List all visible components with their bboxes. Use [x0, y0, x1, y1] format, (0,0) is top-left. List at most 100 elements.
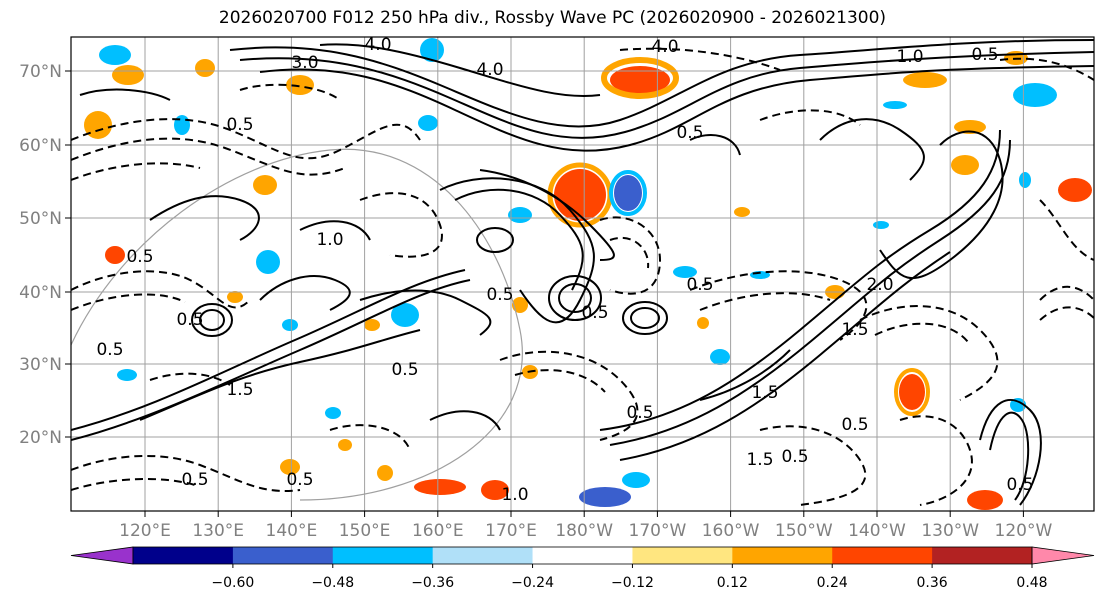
contour-label: 2.0: [866, 275, 893, 295]
shade-negative: [391, 303, 419, 327]
colorbar-segment: [732, 547, 833, 564]
contour-label: 4.0: [364, 35, 391, 55]
shade-positive: [951, 155, 979, 175]
contour-solid: [989, 411, 1030, 501]
contour-label: 0.5: [286, 470, 313, 490]
contour-dashed: [499, 350, 639, 441]
shade-positive: [903, 72, 947, 88]
shade-positive: [84, 111, 112, 139]
contour-dashed: [359, 192, 443, 258]
shade-positive: [954, 120, 986, 134]
lon-tick-label: 130°W: [921, 521, 979, 541]
shade-positive: [601, 57, 679, 99]
shade-positive: [112, 65, 144, 85]
contour-label: 0.5: [841, 415, 868, 435]
contour-label: 3.0: [291, 53, 318, 73]
lon-tick-label: 150°W: [775, 521, 833, 541]
contour-solid: [558, 283, 592, 313]
shade-negative: [1013, 83, 1057, 107]
colorbar-tick-label: −0.36: [411, 575, 454, 591]
colorbar-segment: [133, 547, 234, 564]
contour-solid: [689, 134, 741, 156]
shade-negative: [99, 45, 131, 65]
contour-dashed: [689, 270, 868, 341]
shade-positive: [227, 291, 243, 303]
shade-negative: [117, 369, 137, 381]
projection-arc: [71, 148, 523, 501]
shade-negative: [622, 472, 650, 488]
colorbar-tick-label: −0.24: [511, 575, 554, 591]
lon-tick-label: 170°W: [629, 521, 687, 541]
map-background: [71, 37, 1094, 511]
contour-dashed: [71, 270, 251, 309]
contour-lines: [71, 39, 1094, 506]
lat-tick-label: 50°N: [19, 209, 62, 229]
colorbar-tick-label: 0.36: [917, 575, 948, 591]
contour-label: 1.0: [316, 230, 343, 250]
colorbar-tick-label: −0.60: [211, 575, 254, 591]
colorbar: −0.60 −0.48 −0.36 −0.24 −0.12 0.12 0.24 0.36 0.4…: [70, 546, 1095, 591]
contour-dashed: [71, 118, 421, 160]
contour-solid: [609, 139, 1011, 446]
contour-dashed: [609, 237, 650, 269]
figure-title: 2026020700 F012 250 hPa div., Rossby Wav…: [218, 8, 887, 28]
shade-negative: [883, 101, 907, 109]
contour-label: 1.0: [501, 485, 528, 505]
contour-solid: [599, 129, 1001, 431]
contour-solid: [622, 301, 668, 335]
contour-solid: [699, 349, 791, 401]
lat-tick-label: 60°N: [19, 136, 62, 156]
contour-dashed: [1039, 285, 1094, 301]
lon-tick-label: 120°W: [995, 521, 1053, 541]
colorbar-tick-label: −0.48: [311, 575, 354, 591]
contour-dashed: [999, 57, 1094, 81]
contour-label: 1.0: [896, 47, 923, 67]
contour-label: 0.5: [181, 470, 208, 490]
contour-solid: [149, 195, 260, 241]
contour-dashed: [699, 292, 831, 311]
contour-dashed: [899, 415, 973, 506]
lon-tick-label: 140°W: [848, 521, 906, 541]
contour-solid: [191, 303, 233, 337]
contour-label: 1.5: [751, 383, 778, 403]
lon-tick-label: 160°E: [412, 521, 464, 541]
shade-negative: [710, 349, 730, 365]
contour-dashed: [619, 47, 781, 71]
contour-solid: [630, 307, 660, 329]
contour-solid: [79, 88, 171, 101]
lon-tick-label: 180°W: [555, 521, 613, 541]
contour-solid: [619, 251, 951, 461]
contour-label: 0.5: [686, 275, 713, 295]
lon-tick-label: 130°E: [192, 521, 244, 541]
contour-label: 0.5: [226, 115, 253, 135]
contour-labels: 4.0 3.0 4.0 4.0 1.0 0.5 1.0 0.5 0.5 0.5 1.5 0.5 0.5 0…: [96, 35, 1033, 505]
shade-positive: [286, 75, 314, 95]
contour-label: 0.5: [626, 403, 653, 423]
contour-solid: [299, 220, 371, 241]
lat-tick-label: 20°N: [19, 428, 62, 448]
colorbar-segment: [932, 547, 1033, 564]
shade-negative: [256, 250, 280, 274]
shade-positive: [481, 480, 509, 500]
shade-negative: [673, 266, 697, 278]
contour-solid: [199, 309, 225, 331]
contour-solid: [439, 177, 595, 324]
shade-positive: [894, 368, 930, 416]
contour-label: 1.5: [841, 320, 868, 340]
colorbar-segment: [432, 547, 534, 564]
colorbar-frame: [132, 546, 1033, 565]
contour-solid: [239, 51, 1094, 139]
shade-negative: [325, 407, 341, 419]
shade-negative: [282, 319, 298, 331]
contour-label: 4.0: [651, 37, 678, 57]
shade-positive: [364, 319, 380, 331]
shade-positive: [195, 59, 215, 77]
lon-tick-label: 150°E: [339, 521, 391, 541]
contour-solid: [476, 227, 514, 253]
lon-tick-label: 140°E: [266, 521, 318, 541]
shade-positive: [734, 207, 750, 217]
shade-positive: [554, 169, 606, 221]
colorbar-segment: [332, 547, 434, 564]
contour-dashed: [874, 322, 969, 343]
shade-positive: [338, 439, 352, 451]
